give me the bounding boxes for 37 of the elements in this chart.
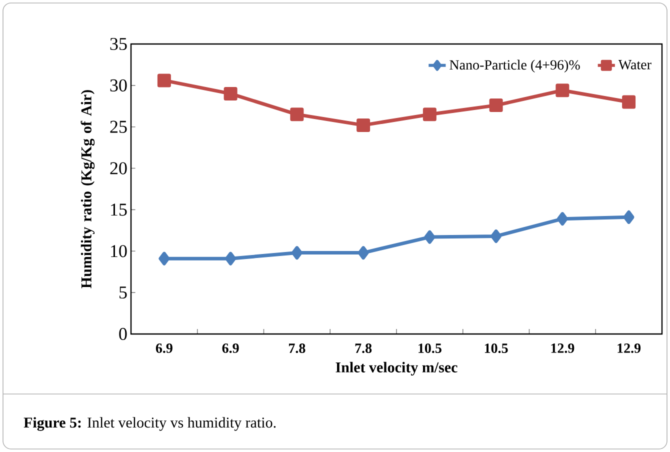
x-tick-label: 7.8	[355, 344, 372, 354]
x-tick-label: 12.9	[551, 344, 574, 353]
x-axis-title: Inlet velocity m/sec	[336, 362, 458, 376]
point	[424, 230, 436, 244]
text: Figure 5: Inlet velocity vs humidity ratio.	[24, 417, 276, 431]
x-tick-label: 6.9	[222, 344, 239, 353]
point	[556, 212, 568, 226]
point	[356, 118, 370, 132]
point	[623, 210, 634, 224]
x-tick-label: 10.5	[418, 344, 442, 354]
y-tick-label: 10	[111, 245, 127, 258]
y-tick-label: 0	[119, 328, 127, 340]
x-tick-label: 6.9	[156, 344, 172, 353]
y-tick-label: 30	[110, 79, 127, 92]
legend-label: Water	[618, 60, 652, 70]
x-tick-label: 10.5	[484, 344, 508, 354]
point	[556, 84, 570, 98]
point	[157, 74, 171, 88]
y-tick-label: 15	[111, 204, 127, 216]
point	[622, 95, 636, 109]
point	[489, 98, 503, 112]
point	[291, 246, 302, 260]
y-tick-label: 5	[120, 286, 127, 299]
y-tick-label: 20	[110, 162, 127, 174]
x-tick-label: 12.9	[618, 344, 641, 353]
point	[358, 246, 369, 260]
x-tick-label: 7.8	[288, 344, 306, 354]
point	[225, 252, 236, 266]
y-axis-title: Humidity ratio (Kg/Kg of Air)	[80, 90, 95, 288]
point	[422, 108, 436, 122]
point	[290, 108, 304, 122]
point	[158, 252, 170, 266]
point	[490, 229, 502, 243]
legend-label: Nano-Particle (4+96)%	[450, 60, 580, 72]
y-tick-label: 35	[110, 38, 127, 50]
point	[224, 86, 238, 100]
y-tick-label: 25	[110, 120, 127, 133]
